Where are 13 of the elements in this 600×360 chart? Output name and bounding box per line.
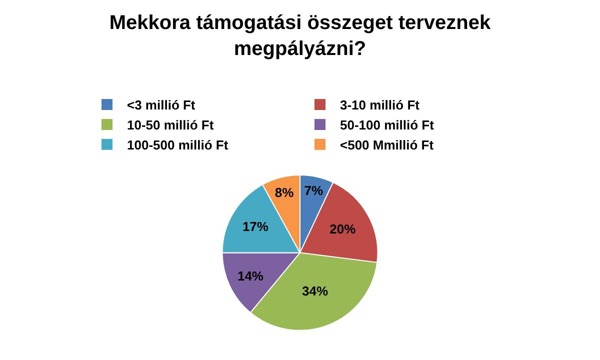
legend-label: <3 millió Ft: [127, 98, 196, 113]
legend-label: 10-50 millió Ft: [127, 118, 214, 133]
chart-title: Mekkora támogatási összeget terveznek megpályázni?: [109, 12, 492, 60]
data-label: 34%: [302, 284, 328, 299]
data-label: 14%: [237, 268, 264, 284]
data-label: 20%: [330, 222, 356, 237]
legend-label: 100-500 millió Ft: [127, 137, 229, 152]
legend-label: 50-100 millió Ft: [340, 118, 435, 133]
legend-label: <500 Mmillió Ft: [340, 137, 434, 152]
data-label: 8%: [274, 184, 294, 200]
legend-label: 3-10 millió Ft: [340, 98, 420, 113]
data-label: 17%: [242, 218, 269, 234]
data-label: 7%: [304, 182, 324, 198]
